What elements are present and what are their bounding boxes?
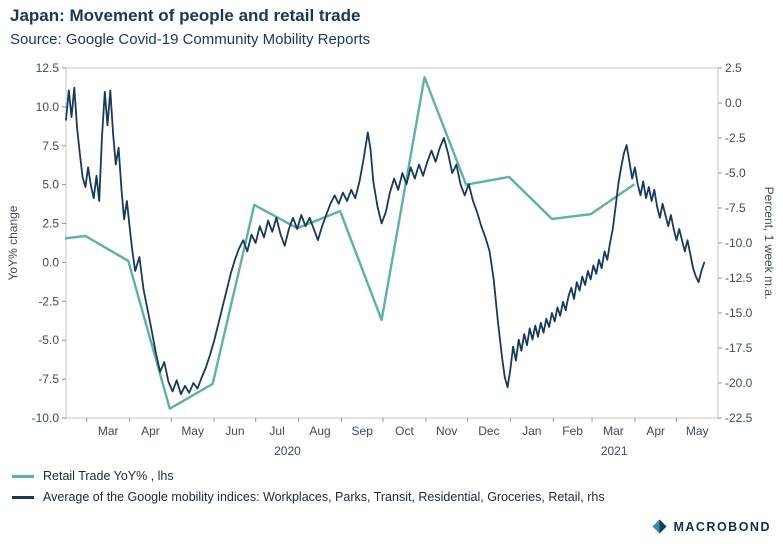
macrobond-logo: MACROBOND (652, 519, 771, 534)
legend-swatch-mobility-average (12, 495, 34, 499)
month-label: Jul (269, 424, 284, 438)
right-axis-tick-label: -10.0 (725, 236, 753, 250)
right-axis-tick-label: -20.0 (725, 376, 753, 390)
right-axis-tick-label: -2.5 (725, 131, 746, 145)
left-axis-tick-label: -5.0 (38, 333, 59, 347)
left-axis-tick-label: 5.0 (42, 178, 59, 192)
month-label: Nov (436, 424, 457, 438)
legend-swatch-retail-trade (12, 474, 34, 478)
left-axis-tick-label: -7.5 (38, 372, 59, 386)
legend-item-mobility-average: Average of the Google mobility indices: … (12, 490, 605, 504)
right-axis-tick-label: -12.5 (725, 271, 753, 285)
month-label: Jan (522, 424, 541, 438)
month-label: Dec (478, 424, 499, 438)
month-label: Sep (352, 424, 374, 438)
chart-subtitle: Source: Google Covid-19 Community Mobili… (10, 31, 371, 48)
month-label: Apr (141, 424, 160, 438)
left-axis-tick-label: -2.5 (38, 294, 59, 308)
retail-trade-line (65, 76, 635, 410)
legend-label-retail-trade: Retail Trade YoY% , lhs (43, 469, 174, 483)
month-label: Aug (309, 424, 330, 438)
right-axis-title: Percent, 1 week m.a. (762, 187, 776, 300)
right-axis-tick-label: -5.0 (725, 166, 746, 180)
right-axis-tick-label: 0.0 (725, 96, 742, 110)
left-axis-tick-label: 10.0 (36, 100, 60, 114)
right-axis-tick-label: -7.5 (725, 201, 746, 215)
legend-item-retail-trade: Retail Trade YoY% , lhs (12, 469, 605, 483)
plot-frame (65, 67, 719, 419)
left-axis-tick-label: 2.5 (42, 217, 59, 231)
month-label: Oct (395, 424, 414, 438)
month-label: Jun (225, 424, 244, 438)
left-axis-tick-label: 12.5 (36, 61, 60, 75)
month-label: Feb (562, 424, 583, 438)
right-axis-tick-label: -17.5 (725, 341, 753, 355)
left-axis-title: YoY% change (6, 205, 20, 280)
month-label: May (686, 424, 709, 438)
year-label: 2021 (601, 444, 628, 458)
left-axis-tick-label: -10.0 (32, 411, 60, 425)
right-axis-tick-label: -22.5 (725, 411, 753, 425)
month-label: Mar (98, 424, 119, 438)
chart-title: Japan: Movement of people and retail tra… (10, 6, 361, 25)
month-label: May (181, 424, 204, 438)
mobility-average-line (65, 86, 706, 396)
left-axis-tick-label: 0.0 (42, 255, 59, 269)
legend-label-mobility-average: Average of the Google mobility indices: … (43, 490, 605, 504)
month-label: Mar (603, 424, 624, 438)
chart-legend: Retail Trade YoY% , lhs Average of the G… (12, 469, 605, 504)
right-axis-tick-label: 2.5 (725, 61, 742, 75)
macrobond-logo-icon (652, 519, 667, 534)
right-axis-tick-label: -15.0 (725, 306, 753, 320)
left-axis-tick-label: 7.5 (42, 139, 59, 153)
month-label: Apr (646, 424, 665, 438)
macrobond-logo-text: MACROBOND (673, 519, 771, 534)
year-label: 2020 (274, 444, 301, 458)
